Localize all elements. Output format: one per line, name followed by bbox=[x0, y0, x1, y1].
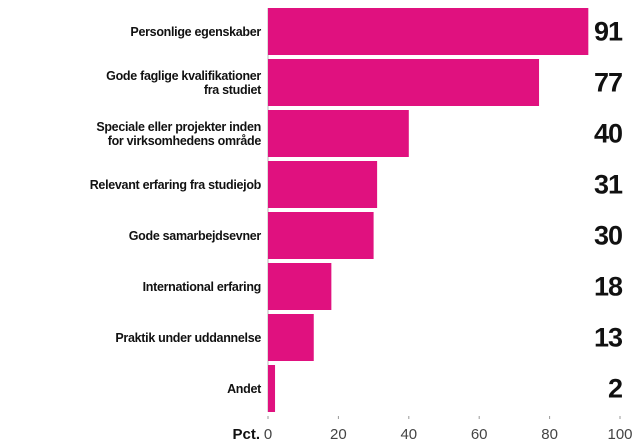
category-label: Personlige egenskaber bbox=[130, 24, 261, 39]
bar bbox=[268, 212, 374, 259]
x-tick-label: 60 bbox=[470, 426, 488, 443]
value-label: 91 bbox=[593, 16, 623, 46]
category-label: Relevant erfaring fra studiejob bbox=[89, 177, 262, 192]
bar bbox=[268, 263, 332, 310]
bar bbox=[268, 161, 378, 208]
value-label: 13 bbox=[593, 322, 623, 352]
value-label: 18 bbox=[593, 271, 623, 301]
x-tick-label: 100 bbox=[607, 426, 633, 443]
x-tick-label: 20 bbox=[330, 426, 347, 443]
category-label: International erfaring bbox=[142, 279, 262, 294]
bar bbox=[268, 365, 276, 412]
x-axis-label: Pct. bbox=[232, 426, 260, 443]
bar bbox=[268, 59, 540, 106]
value-label: 31 bbox=[593, 169, 623, 199]
category-label: Gode faglige kvalifikationer fra studiet bbox=[106, 68, 261, 97]
category-label: Andet bbox=[227, 381, 261, 396]
category-label: Speciale eller projekter inden for virks… bbox=[96, 119, 261, 148]
value-label: 77 bbox=[593, 67, 623, 97]
bar bbox=[268, 314, 314, 361]
x-tick-label: 0 bbox=[263, 426, 273, 443]
value-label: 40 bbox=[593, 118, 623, 148]
category-label: Praktik under uddannelse bbox=[115, 330, 261, 345]
value-label: 2 bbox=[607, 373, 623, 403]
category-label: Gode samarbejdsevner bbox=[128, 228, 262, 243]
x-tick-label: 80 bbox=[541, 426, 558, 443]
bar bbox=[268, 8, 589, 55]
value-label: 30 bbox=[593, 220, 623, 250]
x-tick-label: 40 bbox=[400, 426, 418, 443]
bar bbox=[268, 110, 409, 157]
